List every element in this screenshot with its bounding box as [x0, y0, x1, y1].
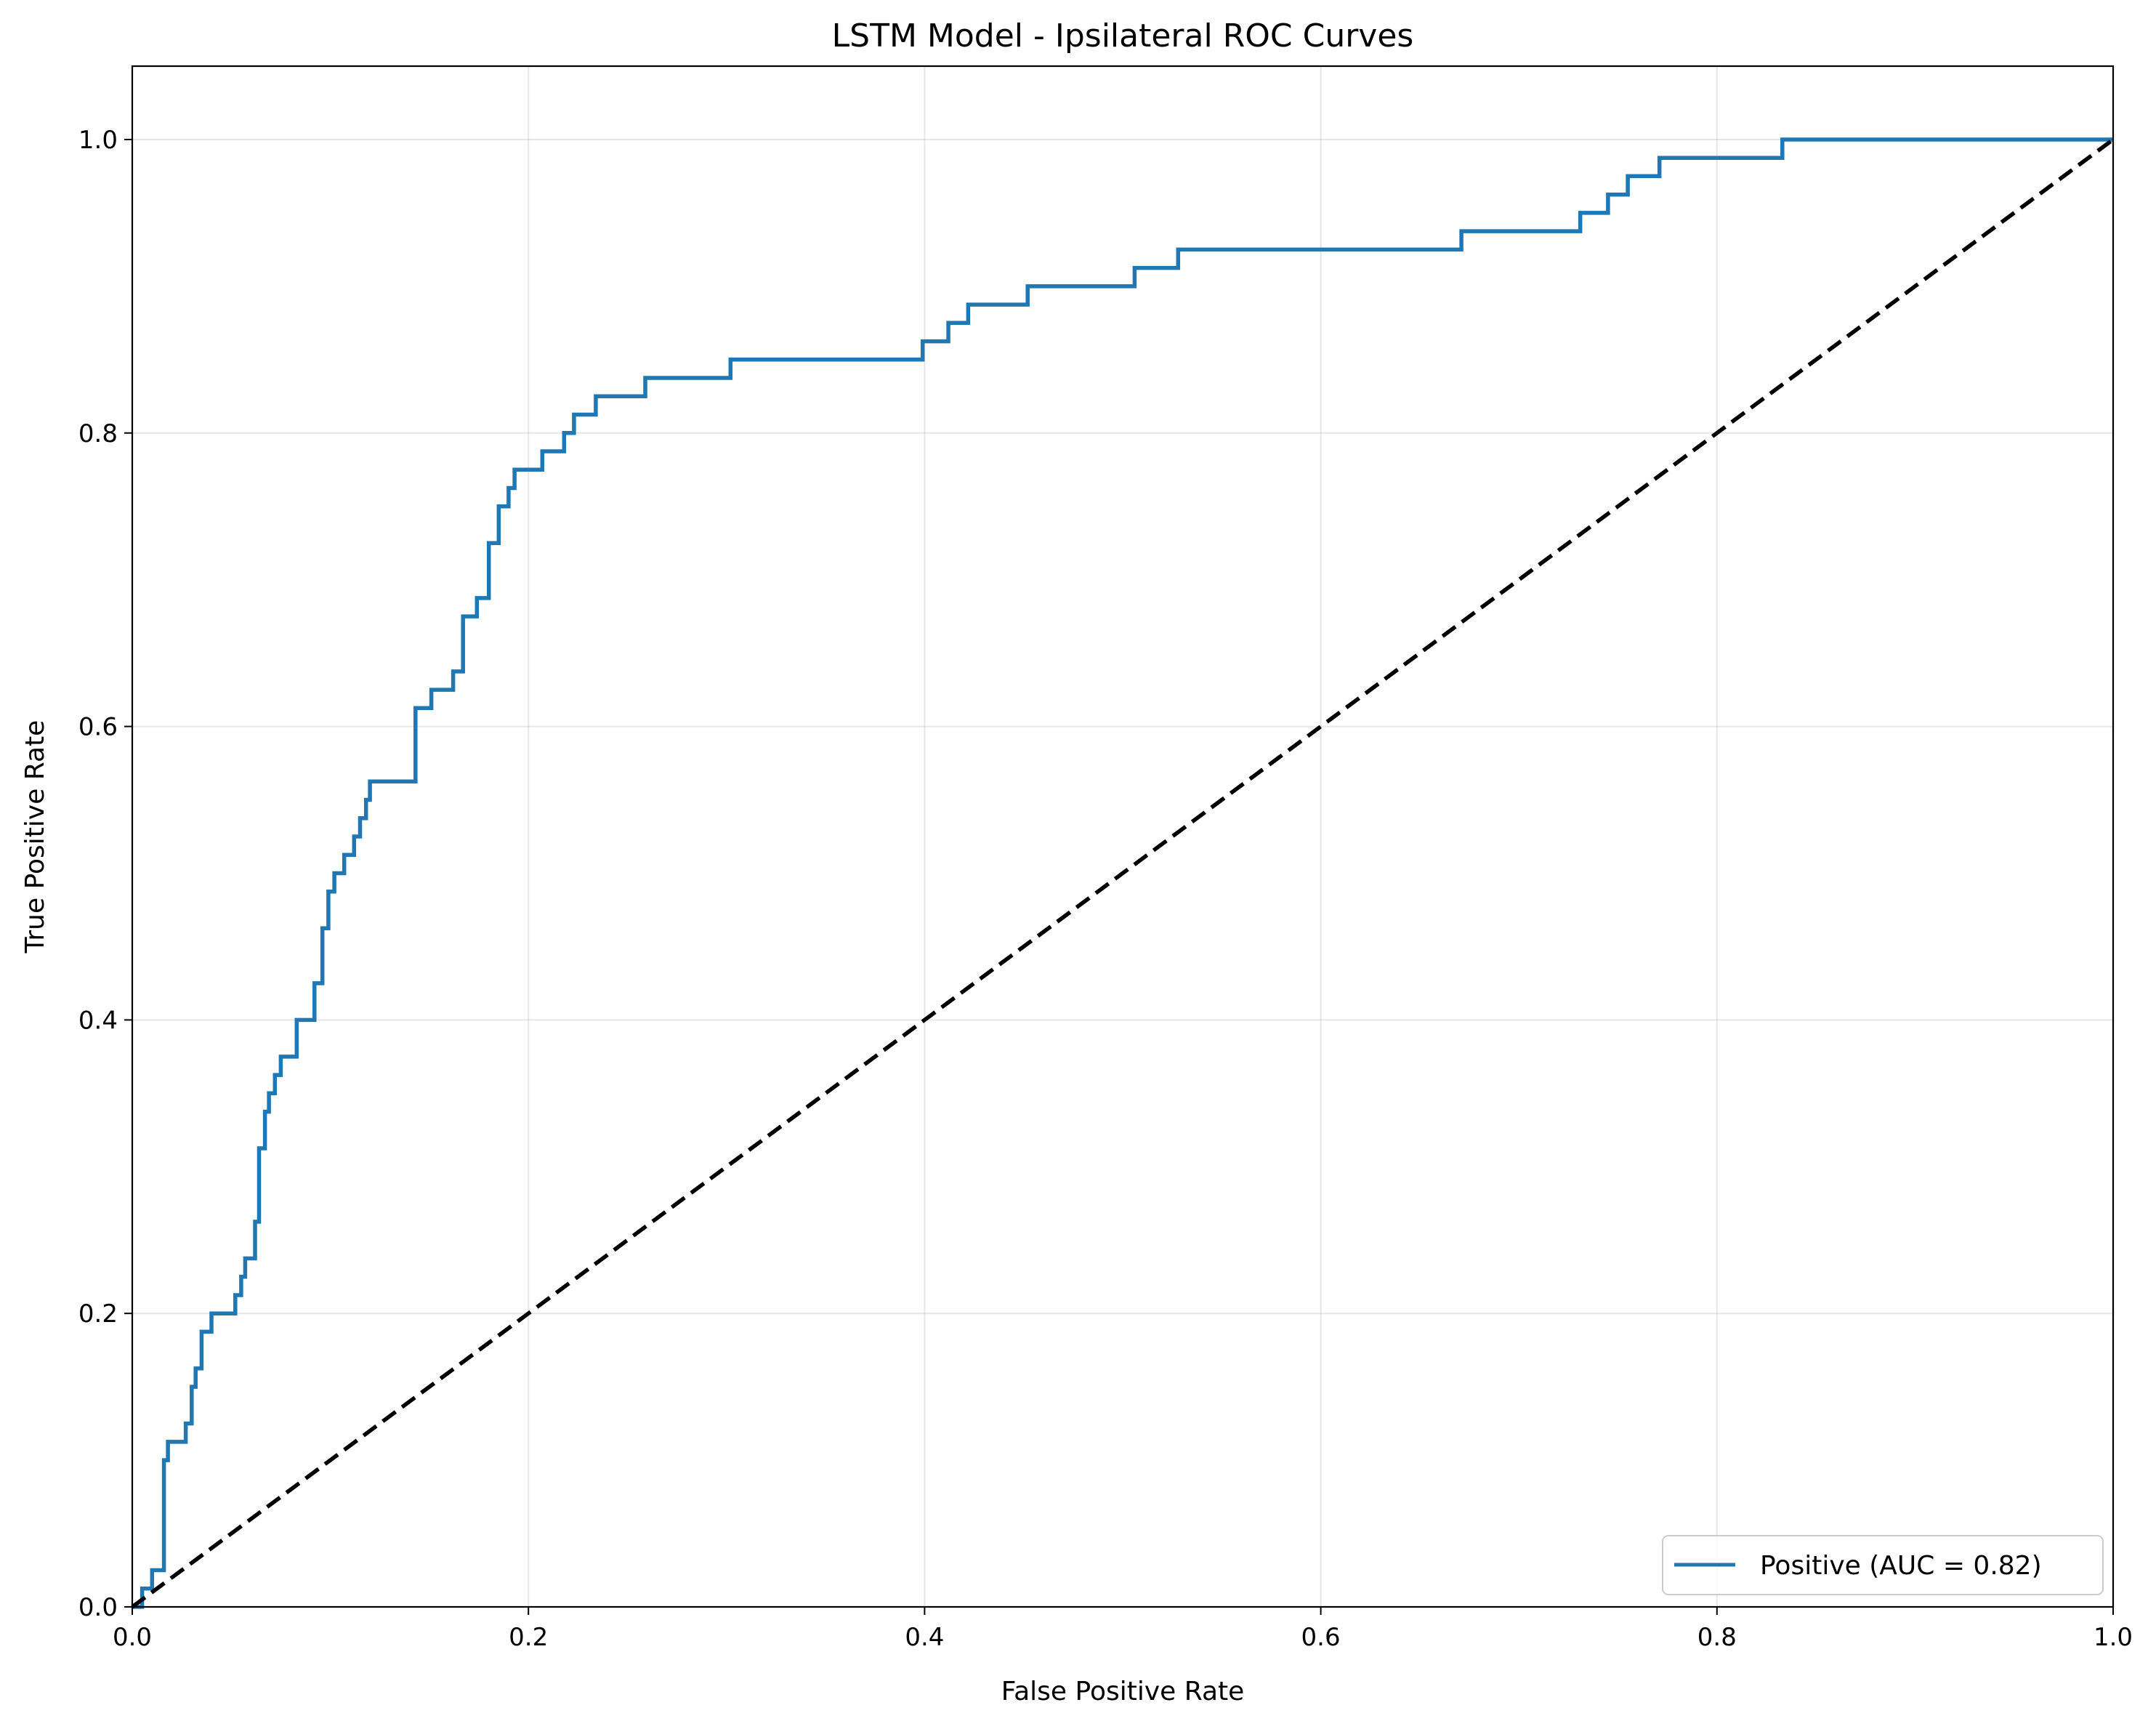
x-tick-label: 0.8 — [1697, 1623, 1737, 1652]
chance-diagonal-line — [131, 137, 2115, 1609]
roc-curve-positive — [132, 137, 2113, 1609]
y-tick-label: 0.4 — [78, 1006, 118, 1035]
legend-label-positive: Positive (AUC = 0.82) — [1760, 1551, 2042, 1581]
x-tick-label: 0.4 — [905, 1623, 944, 1652]
y-tick-label: 0.2 — [78, 1299, 118, 1329]
y-tick-label: 0.0 — [78, 1593, 118, 1622]
x-axis-label: False Positive Rate — [1001, 1677, 1245, 1706]
legend: Positive (AUC = 0.82) — [1662, 1535, 2104, 1595]
y-tick-label: 0.8 — [78, 419, 118, 448]
x-tick-label: 0.0 — [113, 1623, 152, 1652]
x-tick-label: 1.0 — [2094, 1623, 2133, 1652]
chart-title: LSTM Model - Ipsilateral ROC Curves — [832, 17, 1414, 55]
plot-frame — [131, 65, 2115, 1608]
x-tick-label: 0.6 — [1301, 1623, 1341, 1652]
ticks: 0.0 0.2 0.4 0.6 0.8 1.0 0.0 0.2 0.4 0.6 0.8 1.0 — [78, 126, 2133, 1652]
y-tick-label: 0.6 — [78, 713, 118, 742]
x-tick-label: 0.2 — [509, 1623, 548, 1652]
legend-box — [1662, 1535, 2104, 1595]
y-tick-label: 1.0 — [78, 126, 118, 155]
y-axis-label: True Positive Rate — [20, 720, 50, 954]
series — [131, 137, 2115, 1609]
